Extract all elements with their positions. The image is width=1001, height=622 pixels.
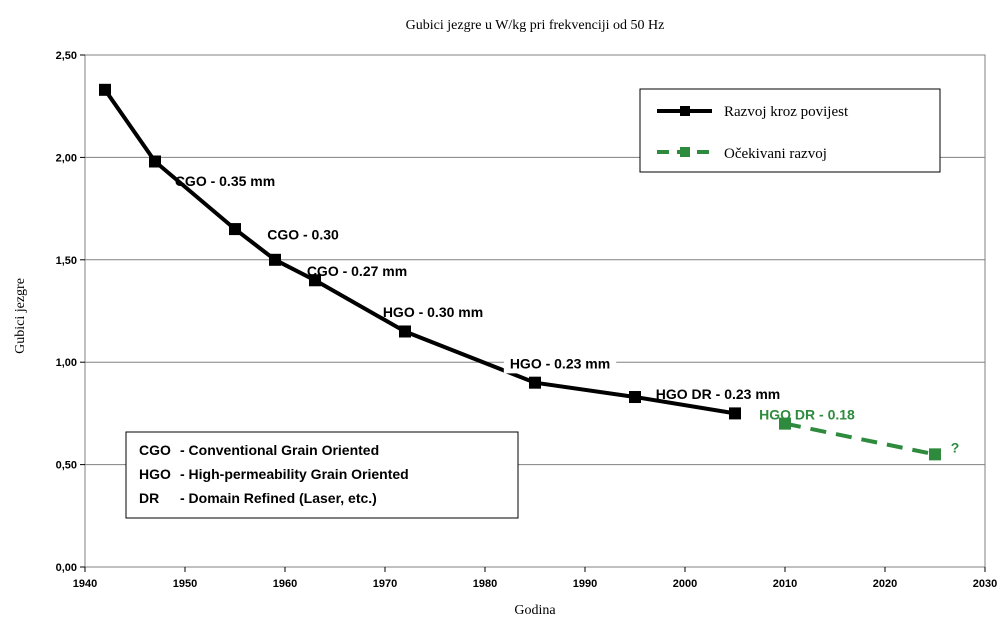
data-point [149, 155, 161, 168]
y-tick-label: 2,50 [56, 50, 77, 62]
x-tick-label: 1980 [473, 578, 497, 590]
abbr-term-dr: DR [139, 490, 159, 506]
x-tick-label: 1960 [273, 578, 297, 590]
annotation-label: CGO - 0.27 mm [307, 263, 407, 279]
annotation-label: HGO - 0.30 mm [383, 304, 483, 320]
data-point [529, 376, 541, 389]
x-tick-label: 2000 [673, 578, 697, 590]
y-tick-label: 0,00 [56, 562, 77, 574]
data-point [629, 391, 641, 404]
legend-label-history: Razvoj kroz povijest [724, 104, 849, 120]
x-tick-label: 1970 [373, 578, 397, 590]
y-axis-label: Gubici jezgre [13, 278, 28, 354]
abbr-desc-dr: - Domain Refined (Laser, etc.) [180, 490, 377, 506]
annotation-label: CGO - 0.35 mm [175, 173, 275, 189]
x-tick-label: 2010 [773, 578, 797, 590]
annotation-label: CGO - 0.30 [267, 226, 339, 242]
legend-marker-expected [680, 147, 690, 157]
legend-label-expected: Očekivani razvoj [724, 146, 827, 162]
y-tick-label: 2,00 [56, 152, 77, 164]
annotation-label: HGO DR - 0.23 mm [656, 386, 780, 402]
legend: Razvoj kroz povijest Očekivani razvoj [639, 88, 941, 173]
abbr-desc-cgo: - Conventional Grain Oriented [180, 442, 379, 458]
data-point [929, 448, 941, 461]
annotation-layer: CGO - 0.35 mm CGO - 0.30 CGO - 0.27 mm HGO … [175, 173, 959, 455]
x-tick-label: 2020 [873, 578, 897, 590]
y-tick-label: 1,00 [56, 357, 77, 369]
annotation-label: HGO - 0.23 mm [510, 355, 610, 371]
abbreviation-box: CGO - Conventional Grain Oriented HGO - … [125, 431, 519, 519]
y-tick-label: 1,50 [56, 255, 77, 267]
x-axis-ticks: 1940 1950 1960 1970 1980 1990 2000 2010 2020 2030 [73, 567, 997, 590]
x-tick-label: 1990 [573, 578, 597, 590]
data-point [729, 407, 741, 420]
data-point [229, 223, 241, 236]
data-point [399, 325, 411, 338]
x-axis-label: Godina [514, 603, 556, 618]
data-point [309, 274, 321, 287]
series-layer [99, 83, 941, 461]
annotation-label: HGO DR - 0.18 [759, 407, 855, 423]
abbreviation-box-frame [125, 431, 519, 519]
abbr-term-cgo: CGO [139, 442, 171, 458]
y-tick-label: 0,50 [56, 460, 77, 472]
x-tick-label: 2030 [973, 578, 997, 590]
x-tick-label: 1950 [173, 578, 197, 590]
data-point [99, 83, 111, 96]
annotation-label: ? [951, 439, 960, 455]
abbr-term-hgo: HGO [139, 466, 171, 482]
chart-title: Gubici jezgre u W/kg pri frekvenciji od … [406, 18, 665, 33]
x-tick-label: 1940 [73, 578, 97, 590]
legend-marker-history [680, 106, 690, 116]
data-point [269, 253, 281, 266]
abbr-desc-hgo: - High-permeability Grain Oriented [180, 466, 409, 482]
y-axis-ticks: 0,00 0,50 1,00 1,50 2,00 2,50 [56, 50, 85, 574]
annotation-background [503, 353, 617, 374]
data-point [779, 417, 791, 430]
legend-box [639, 88, 941, 173]
